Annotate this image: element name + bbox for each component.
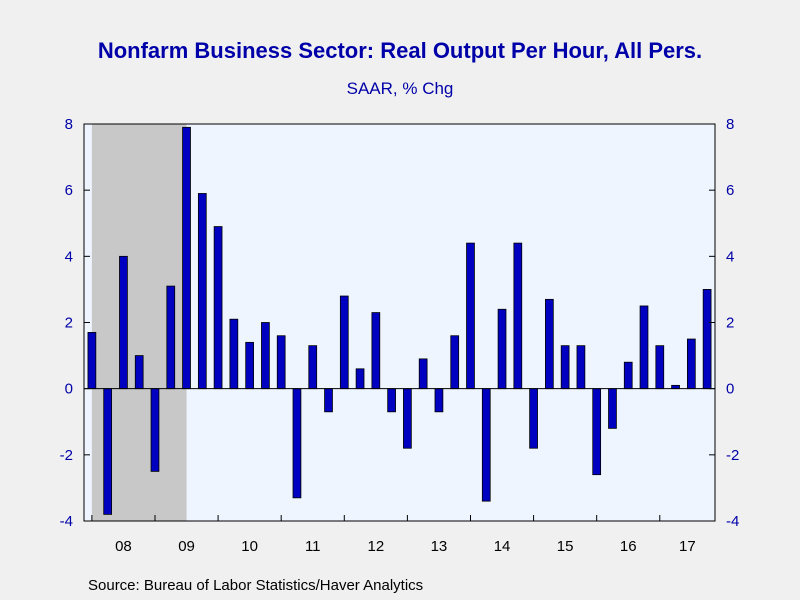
bar [418, 358, 428, 390]
chart-subtitle: SAAR, % Chg [346, 79, 454, 98]
x-tick-label: 11 [305, 538, 321, 555]
y-tick-label-left: 2 [65, 315, 73, 332]
source-note: Source: Bureau of Labor Statistics/Haver… [88, 577, 424, 594]
x-tick-label: 14 [494, 538, 511, 555]
bar [702, 289, 712, 390]
bar [150, 388, 160, 472]
x-tick-label: 15 [557, 538, 574, 555]
bar [292, 388, 302, 499]
bar [686, 338, 696, 390]
y-tick-label-left: -2 [60, 447, 73, 464]
bar [560, 345, 570, 390]
bar [213, 226, 223, 390]
y-tick-label-right: -4 [726, 513, 739, 530]
bar [481, 388, 491, 502]
bar [623, 361, 633, 390]
bar [608, 388, 617, 429]
bar [592, 388, 602, 476]
bar [308, 345, 318, 390]
bar [371, 312, 381, 390]
y-tick-label-left: 8 [65, 116, 73, 133]
y-tick-label-right: 2 [726, 315, 734, 332]
y-tick-label-right: -2 [726, 447, 739, 464]
x-tick-label: 17 [679, 538, 696, 555]
x-tick-label: 13 [431, 538, 448, 555]
bar [466, 242, 475, 390]
y-tick-label-right: 0 [726, 381, 734, 398]
bar [529, 388, 538, 449]
x-tick-label: 16 [620, 538, 637, 555]
x-tick-label: 09 [178, 538, 195, 555]
x-tick-label: 08 [115, 538, 132, 555]
bar [655, 345, 665, 390]
bar [403, 388, 412, 449]
bar [576, 345, 586, 390]
bar [545, 298, 554, 390]
chart-title: Nonfarm Business Sector: Real Output Per… [97, 38, 703, 63]
bar [434, 388, 444, 413]
bar [87, 332, 97, 390]
bar [513, 242, 523, 390]
bar [261, 322, 270, 390]
bar [229, 318, 239, 390]
bar [166, 285, 176, 390]
bar [245, 341, 254, 390]
y-tick-label-left: 4 [65, 248, 73, 265]
y-tick-label-right: 8 [726, 116, 734, 133]
bar [387, 388, 396, 413]
y-tick-label-left: 0 [65, 381, 73, 398]
bar [197, 193, 207, 390]
bar [182, 126, 191, 390]
bar [324, 388, 333, 413]
bar [355, 368, 365, 390]
bar [103, 388, 113, 515]
bar [339, 295, 349, 390]
y-tick-label-right: 4 [726, 248, 734, 265]
y-tick-label-right: 6 [726, 182, 734, 199]
bar [276, 335, 286, 390]
bar [119, 255, 128, 390]
x-tick-label: 12 [367, 538, 384, 555]
x-tick-label: 10 [241, 538, 258, 555]
bar [134, 355, 144, 390]
y-tick-label-left: 6 [65, 182, 73, 199]
bar [497, 308, 507, 390]
y-tick-label-left: -4 [60, 513, 73, 530]
bar [450, 335, 460, 390]
bar [639, 305, 649, 390]
